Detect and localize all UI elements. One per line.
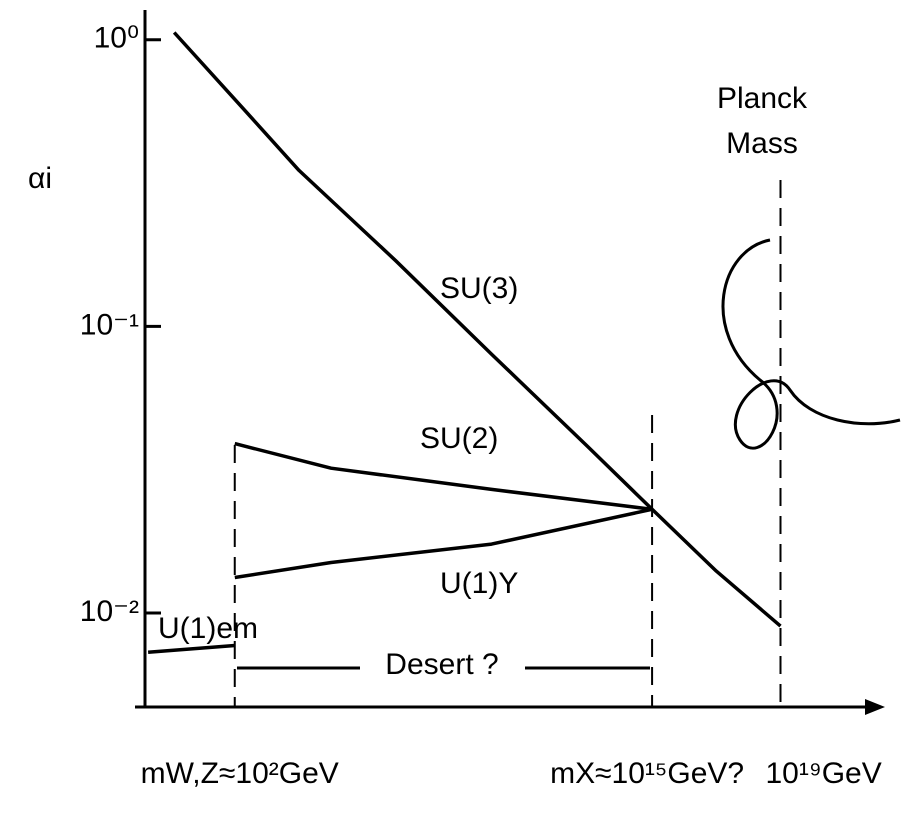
y-tick-label: 10⁰ <box>94 22 139 55</box>
planck-label: Mass <box>726 127 798 160</box>
planck-label: Planck <box>717 82 808 115</box>
series-label: SU(2) <box>420 422 498 455</box>
series-line <box>234 507 653 580</box>
x-axis-arrow <box>865 699 885 715</box>
series-label: SU(3) <box>440 272 518 305</box>
series-line <box>234 441 653 512</box>
y-axis-label: αi <box>28 162 52 195</box>
y-tick-label: 10⁻¹ <box>80 308 139 341</box>
series-label: U(1)Y <box>440 567 518 600</box>
planck-doodle <box>721 238 901 450</box>
x-tick-label: mX≈10¹⁵GeV? <box>550 757 744 790</box>
series-label: U(1)em <box>158 612 258 645</box>
series-line <box>172 31 782 628</box>
series-line <box>147 643 235 654</box>
x-tick-label: mW,Z≈10²GeV <box>141 757 339 790</box>
y-tick-label: 10⁻² <box>80 595 139 628</box>
x-tick-label: 10¹⁹GeV <box>765 757 881 790</box>
desert-label: Desert ? <box>385 648 498 681</box>
